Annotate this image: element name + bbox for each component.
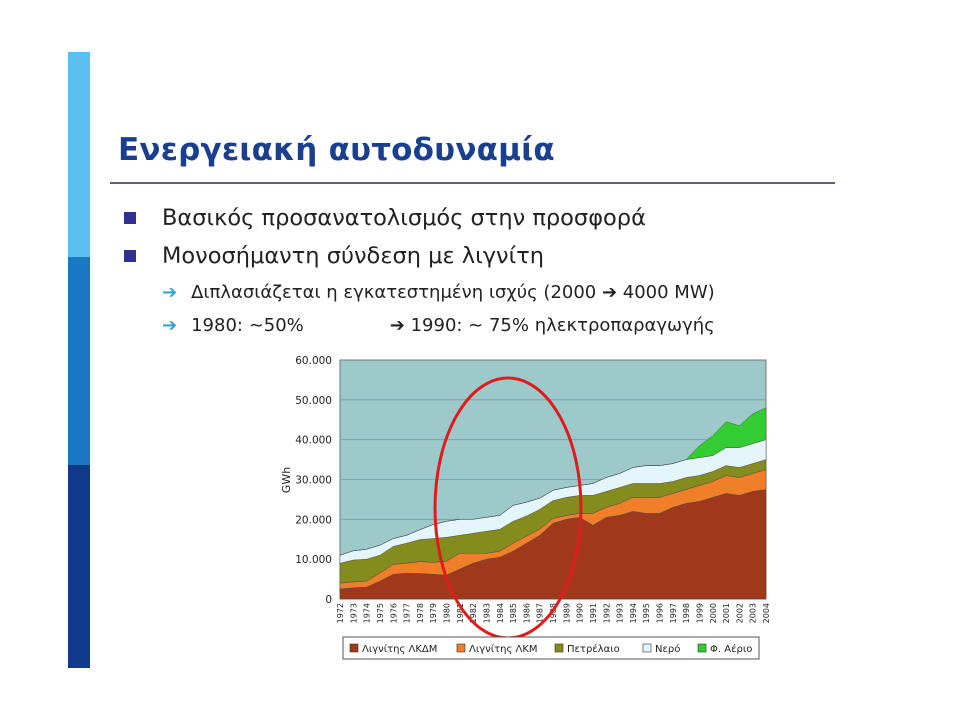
sub-bullet-2-right: ➔ 1990: ∼ 75% ηλεκτροπαραγωγής	[389, 315, 715, 336]
x-tick-label: 1996	[656, 603, 665, 623]
x-tick-label: 1985	[509, 603, 518, 623]
legend-swatch	[697, 643, 707, 653]
x-axis-ticks: 1972 1973 1974 1975 1976 1977 1978 1979 1980 1981…	[336, 603, 771, 623]
stacked-areas	[339, 407, 767, 600]
bullet-1: Βασικός προσανατολισμός στην προσφορά	[124, 205, 646, 231]
x-tick-label: 1986	[522, 603, 531, 623]
x-tick-label: 1977	[403, 603, 412, 623]
x-tick-label: 1973	[349, 603, 358, 623]
x-tick-label: 2004	[762, 603, 771, 623]
bullet-2-text: Μονοσήμαντη σύνδεση με λιγνίτη	[162, 243, 545, 269]
slide-title: Ενεργειακή αυτοδυναμία	[118, 132, 555, 168]
legend-swatch	[642, 643, 652, 653]
sub-bullet-2-left: 1980: ∼50%	[191, 315, 304, 336]
x-tick-label: 1981	[456, 603, 465, 623]
arrow-right-icon: ➔	[162, 282, 178, 303]
sub-bullet-1-text: Διπλασιάζεται η εγκατεστημένη ισχύς (200…	[191, 282, 715, 303]
y-tick-label: 0	[325, 594, 332, 606]
legend-box	[342, 636, 760, 660]
y-tick-label: 20.000	[295, 514, 332, 526]
title-divider	[110, 182, 835, 184]
x-tick-label: 1974	[363, 603, 372, 623]
x-tick-label: 1999	[695, 603, 704, 623]
area-series-5	[339, 407, 767, 556]
y-tick-label: 60.000	[295, 355, 332, 367]
x-tick-label: 1987	[536, 603, 545, 623]
legend-label: Πετρέλαιο	[567, 643, 620, 655]
x-tick-label: 1994	[629, 603, 638, 623]
x-tick-label: 1988	[549, 603, 558, 623]
x-tick-label: 2002	[735, 603, 744, 623]
legend-label: Φ. Αέριο	[710, 643, 752, 655]
x-tick-label: 1983	[482, 603, 491, 623]
arrow-right-icon: ➔	[162, 315, 178, 336]
x-tick-label: 1984	[496, 603, 505, 623]
x-tick-label: 1978	[416, 603, 425, 623]
y-tick-label: 50.000	[295, 395, 332, 407]
x-tick-label: 1975	[376, 603, 385, 623]
legend-label: Νερό	[655, 643, 680, 655]
accent-bar-bottom	[68, 465, 90, 668]
legend-label: Λιγνίτης ΛΚΜ	[469, 643, 538, 655]
legend-swatch	[554, 643, 564, 653]
y-axis-label: GWh	[280, 467, 293, 493]
y-tick-label: 30.000	[295, 475, 332, 487]
x-tick-label: 2000	[709, 603, 718, 623]
x-tick-label: 1989	[562, 603, 571, 623]
x-tick-label: 1979	[429, 603, 438, 623]
x-tick-label: 1976	[389, 603, 398, 623]
legend-label: Λιγνίτης ΛΚΔΜ	[362, 643, 437, 655]
bullet-square-icon	[124, 250, 136, 262]
x-tick-label: 1980	[443, 603, 452, 623]
x-tick-label: 1990	[576, 603, 585, 623]
y-tick-label: 40.000	[295, 435, 332, 447]
x-tick-label: 1997	[669, 603, 678, 623]
x-tick-label: 1982	[469, 603, 478, 623]
x-tick-label: 2001	[722, 603, 731, 623]
legend-swatch	[456, 643, 466, 653]
bullet-1-text: Βασικός προσανατολισμός στην προσφορά	[162, 205, 646, 231]
x-tick-label: 1998	[682, 603, 691, 623]
x-tick-label: 1972	[336, 603, 345, 623]
x-tick-label: 1995	[642, 603, 651, 623]
sub-bullet-2: ➔ 1980: ∼50% ➔ 1990: ∼ 75% ηλεκτροπαραγω…	[162, 315, 715, 336]
generation-chart: 0 10.000 20.000 30.000 40.000 50.000 60.000 19…	[275, 348, 775, 668]
sub-bullet-1: ➔ Διπλασιάζεται η εγκατεστημένη ισχύς (2…	[162, 282, 715, 303]
y-tick-label: 10.000	[295, 554, 332, 566]
y-axis-ticks: 0 10.000 20.000 30.000 40.000 50.000 60.000	[295, 355, 332, 606]
accent-bar-middle	[68, 257, 90, 465]
x-tick-label: 1991	[589, 603, 598, 623]
legend: Λιγνίτης ΛΚΔΜ Λιγνίτης ΛΚΜ Πετρέλαιο Νερό Φ.…	[342, 636, 760, 660]
legend-swatch	[349, 643, 359, 653]
bullet-square-icon	[124, 212, 136, 224]
x-tick-label: 1993	[616, 603, 625, 623]
accent-bar-top	[68, 52, 90, 257]
bullet-2: Μονοσήμαντη σύνδεση με λιγνίτη	[124, 243, 544, 269]
x-tick-label: 2003	[749, 603, 758, 623]
x-tick-label: 1992	[602, 603, 611, 623]
